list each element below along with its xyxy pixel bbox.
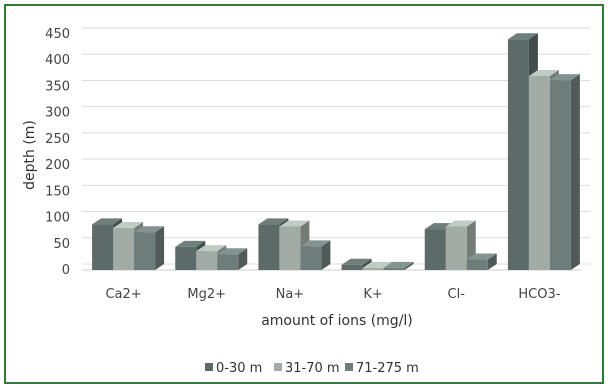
y-axis-ticks: 0 50 100 150 200 250 300 350 400 450: [45, 27, 70, 278]
y-tick-label: 0: [62, 263, 70, 278]
legend: 0-30 m 31-70 m 71-275 m: [205, 361, 419, 376]
x-axis-ticks: Ca2+ Mg2+ Na+ K+ Cl- HCO3-: [105, 287, 560, 302]
bar: [549, 74, 580, 270]
x-axis-title: amount of ions (mg/l): [261, 313, 413, 329]
bar: [383, 261, 414, 270]
chart-frame: [4, 4, 604, 384]
y-tick-label: 450: [45, 27, 70, 42]
x-tick-label: K+: [363, 287, 382, 302]
legend-label: 31-70 m: [285, 361, 340, 376]
legend-label: 0-30 m: [216, 361, 262, 376]
y-tick-label: 200: [45, 158, 70, 173]
y-axis-title: depth (m): [22, 120, 38, 190]
x-tick-label: Na+: [276, 287, 305, 302]
legend-item: 71-275 m: [345, 361, 419, 376]
y-tick-label: 100: [45, 211, 70, 226]
legend-item: 31-70 m: [274, 361, 340, 376]
x-tick-label: Cl-: [448, 287, 466, 302]
bar: [300, 240, 331, 270]
y-tick-label: 150: [45, 184, 70, 199]
bars: [92, 33, 580, 270]
bar: [466, 253, 497, 270]
legend-item: 0-30 m: [205, 361, 262, 376]
bar: [134, 226, 165, 270]
y-tick-label: 250: [45, 132, 70, 147]
y-tick-label: 350: [45, 79, 70, 94]
legend-swatch: [205, 363, 213, 371]
y-tick-label: 300: [45, 106, 70, 121]
legend-swatch: [274, 363, 282, 371]
gridlines: [82, 27, 590, 271]
bar: [217, 248, 248, 270]
legend-swatch: [345, 363, 353, 371]
y-tick-label: 50: [53, 237, 70, 252]
x-tick-label: Mg2+: [187, 287, 226, 302]
x-tick-label: HCO3-: [518, 287, 560, 302]
y-tick-label: 400: [45, 53, 70, 68]
x-tick-label: Ca2+: [105, 287, 141, 302]
legend-label: 71-275 m: [356, 361, 419, 376]
